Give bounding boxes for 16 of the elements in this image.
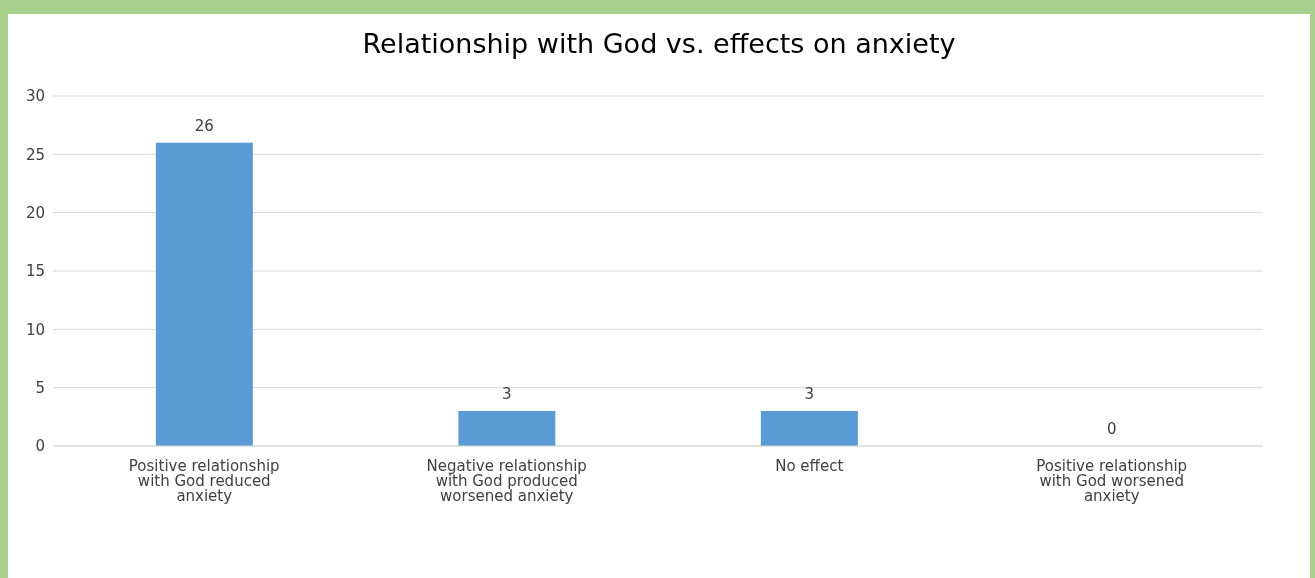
y-tick-label: 25 [25,145,45,164]
data-label: 3 [502,385,512,403]
data-label: 3 [804,385,815,403]
x-tick-label: Positive relationship with God worsened anxiety [1036,456,1188,505]
chart-title: Relationship with God vs. effects on anxiety [361,28,957,61]
y-tick-label: 15 [25,262,45,281]
x-tick-label: Negative relationship with God produced worsened anxiety [426,456,587,505]
x-tick-label: Positive relationship with God reduced anxiety [128,456,280,505]
y-tick-label: 30 [25,87,45,106]
y-tick-label: 5 [35,378,45,397]
y-tick-label: 20 [25,203,45,222]
data-label: 0 [1107,420,1117,438]
data-label: 26 [194,116,214,135]
y-tick-label: 0 [35,437,45,456]
y-tick-label: 10 [25,320,45,339]
x-tick-label: No effect [775,456,844,475]
